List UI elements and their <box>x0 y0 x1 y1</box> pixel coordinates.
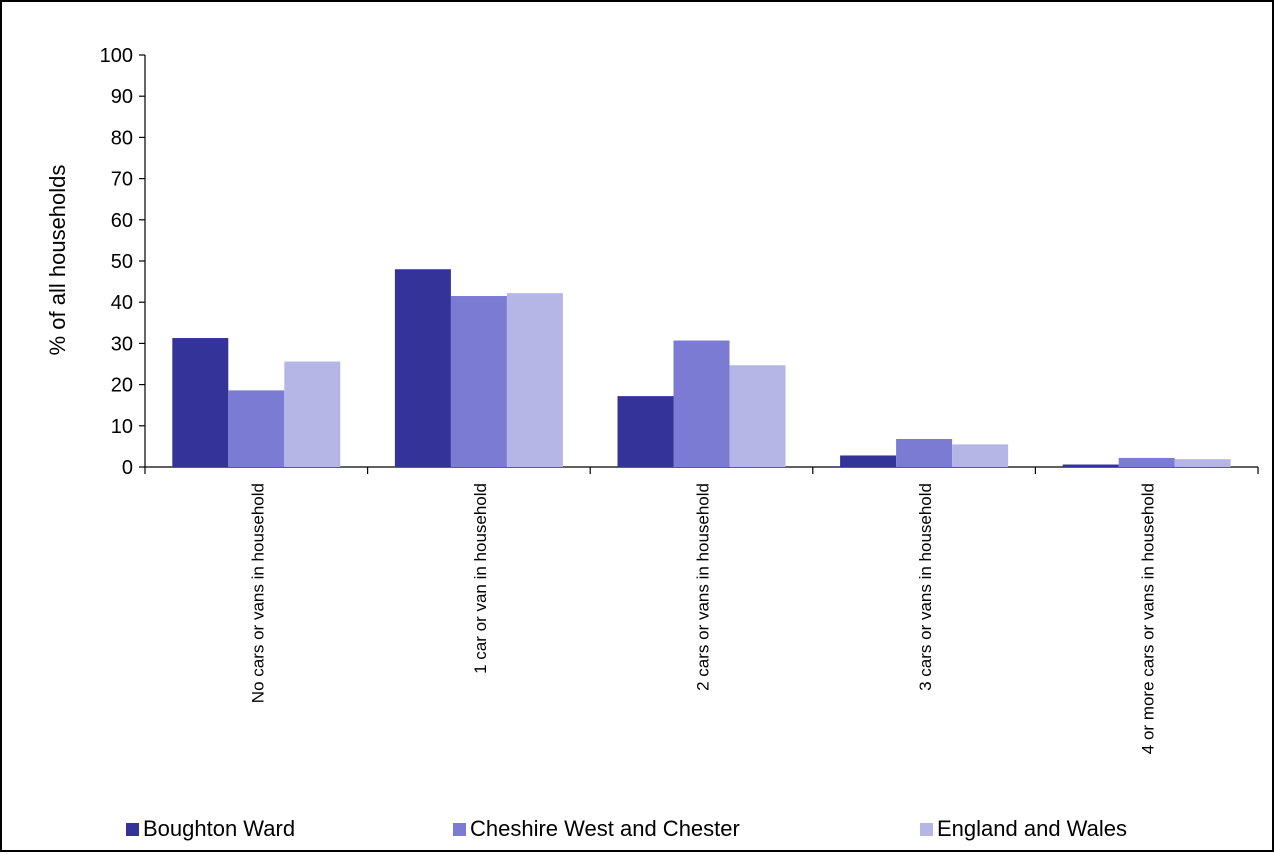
x-tick-label: No cars or vans in household <box>248 483 267 703</box>
x-tick-label: 1 car or van in household <box>471 483 490 674</box>
legend-label: Boughton Ward <box>143 816 295 841</box>
bar-england-and-wales <box>506 293 563 467</box>
bar-cheshire-west-and-chester <box>450 296 507 467</box>
y-tick-label: 10 <box>111 416 133 438</box>
y-tick-label: 60 <box>111 210 133 232</box>
x-tick-label: 4 or more cars or vans in household <box>1139 483 1158 754</box>
y-tick-label: 100 <box>100 45 133 67</box>
y-tick-label: 80 <box>111 127 133 149</box>
legend-label: Cheshire West and Chester <box>470 816 740 841</box>
bar-england-and-wales <box>952 444 1009 467</box>
bar-boughton-ward <box>394 269 451 467</box>
legend-swatch <box>126 823 139 836</box>
y-tick-label: 30 <box>111 333 133 355</box>
bar-cheshire-west-and-chester <box>673 340 730 467</box>
bar-england-and-wales <box>1174 459 1231 467</box>
legend-swatch <box>920 823 933 836</box>
y-tick-label: 70 <box>111 169 133 191</box>
legend-swatch <box>453 823 466 836</box>
y-tick-label: 90 <box>111 86 133 108</box>
x-tick-label: 3 cars or vans in household <box>916 483 935 691</box>
bar-boughton-ward <box>1062 464 1119 467</box>
legend: Boughton Ward Cheshire West and Chester En… <box>126 816 1127 841</box>
bar-boughton-ward <box>172 338 229 467</box>
bar-cheshire-west-and-chester <box>896 438 953 467</box>
bar-england-and-wales <box>729 365 786 467</box>
bar-cheshire-west-and-chester <box>1118 457 1175 467</box>
bar-boughton-ward <box>617 396 674 467</box>
y-axis-label: % of all households <box>45 165 70 356</box>
y-tick-label: 40 <box>111 292 133 314</box>
plot-area: 0 10 20 30 40 50 60 70 80 90 100 No cars or vans in… <box>100 45 1259 754</box>
bar-cheshire-west-and-chester <box>228 390 285 467</box>
x-tick-label: 2 cars or vans in household <box>694 483 713 691</box>
bar-england-and-wales <box>284 361 341 467</box>
y-tick-label: 50 <box>111 251 133 273</box>
y-tick-label: 20 <box>111 375 133 397</box>
bar-boughton-ward <box>840 455 897 467</box>
legend-label: England and Wales <box>937 816 1127 841</box>
y-tick-label: 0 <box>122 457 133 479</box>
